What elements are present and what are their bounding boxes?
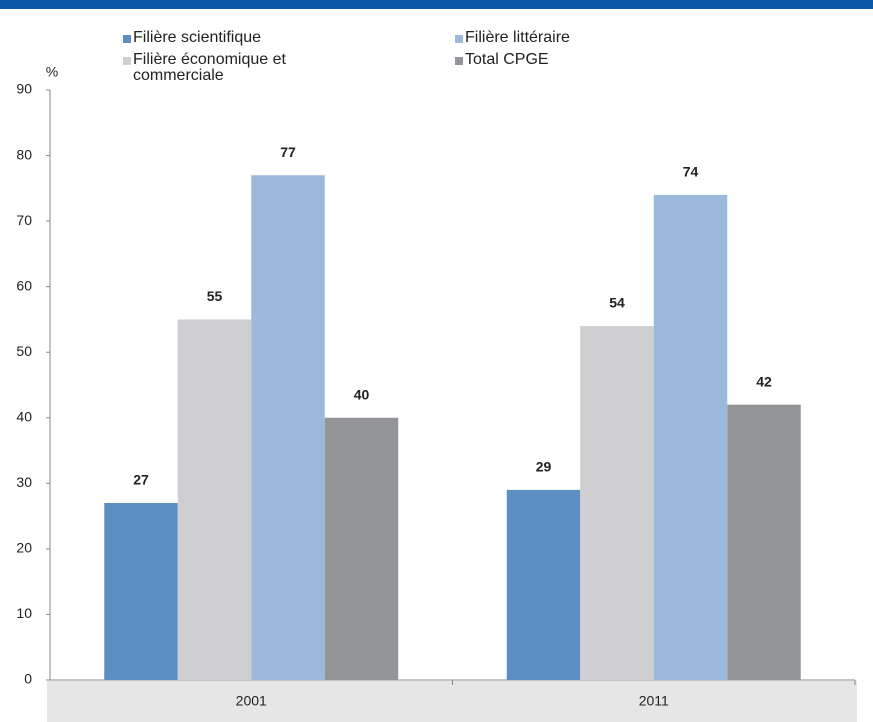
- value-label: 77: [280, 144, 296, 160]
- value-label: 29: [536, 459, 552, 475]
- legend-label: Filière scientifique: [133, 29, 262, 46]
- legend-item: Total CPGE: [455, 52, 640, 68]
- legend-marker: [123, 57, 131, 65]
- bar: [251, 175, 325, 680]
- legend-item: Filière économique et commerciale: [123, 52, 308, 84]
- bar: [580, 326, 654, 680]
- legend-marker: [455, 35, 463, 43]
- y-tick-label: 60: [16, 277, 32, 293]
- bar: [177, 319, 252, 680]
- y-tick-label: 10: [16, 605, 32, 621]
- bar: [104, 503, 178, 680]
- top-banner: [0, 0, 873, 9]
- x-tick-label: 2001: [236, 693, 267, 709]
- y-tick-label: 90: [16, 81, 32, 97]
- value-label: 74: [683, 164, 699, 180]
- bar: [506, 489, 581, 680]
- y-tick-label: 80: [16, 146, 32, 162]
- y-tick-label: 50: [16, 343, 32, 359]
- value-label: 55: [207, 288, 223, 304]
- y-tick-label: 0: [24, 671, 32, 687]
- y-axis-label: %: [46, 64, 58, 80]
- legend-marker: [455, 57, 463, 65]
- bar: [727, 404, 801, 680]
- legend-item: Filière scientifique: [123, 30, 308, 46]
- y-tick-label: 70: [16, 212, 32, 228]
- legend-item: Filière littéraire: [455, 30, 640, 46]
- y-tick-label: 30: [16, 474, 32, 490]
- x-tick-label: 2011: [639, 693, 669, 709]
- value-label: 40: [354, 386, 370, 402]
- legend-marker: [123, 35, 131, 43]
- category-band: [47, 681, 857, 722]
- legend-label: Total CPGE: [465, 51, 549, 68]
- y-tick-label: 20: [16, 540, 32, 556]
- legend-label: Filière économique et commerciale: [133, 51, 286, 84]
- bar: [653, 194, 728, 680]
- bar: [324, 417, 399, 680]
- value-label: 27: [133, 472, 149, 488]
- legend-label: Filière littéraire: [465, 29, 570, 46]
- value-label: 54: [609, 295, 625, 311]
- y-tick-label: 40: [16, 408, 32, 424]
- value-label: 42: [756, 373, 772, 389]
